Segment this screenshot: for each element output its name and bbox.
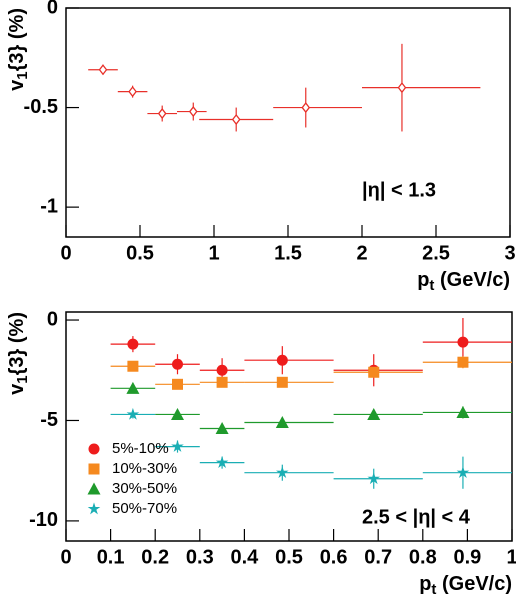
data-point: [215, 456, 229, 468]
x-tick-label: 2: [356, 242, 367, 264]
data-point: [157, 107, 167, 120]
x-tick-label: 0.1: [97, 546, 125, 568]
x-tick-label: 0.6: [320, 546, 348, 568]
x-tick-label: 1: [506, 546, 516, 568]
legend-label: 50%-70%: [112, 500, 177, 517]
data-point: [216, 364, 228, 376]
data-point: [98, 64, 108, 76]
x-axis-title-main: p: [417, 269, 429, 291]
x-tick-label: 0.3: [186, 546, 214, 568]
data-point: [172, 378, 183, 390]
data-point: [188, 105, 198, 118]
x-tick-label: 0.5: [275, 546, 303, 568]
x-tick-label: 0: [60, 546, 71, 568]
y-axis-title: v1{3} (%): [6, 312, 31, 395]
y-axis-title-main: v: [6, 79, 28, 91]
y-axis-title-sub: 1: [14, 71, 31, 79]
x-tick-label: 0.9: [453, 546, 481, 568]
data-point: [171, 407, 184, 420]
x-axis-title: pt (GeV/c): [417, 269, 510, 294]
x-axis-title-rest: (GeV/c): [436, 573, 512, 595]
data-point: [127, 338, 139, 350]
data-point: [367, 407, 381, 420]
x-tick-label: 3: [504, 242, 515, 264]
data-point: [275, 415, 289, 428]
annotation: 2.5 < |η| < 4: [362, 506, 471, 528]
data-point: [171, 439, 184, 452]
plot-frame: [65, 7, 511, 238]
x-axis-title: pt (GeV/c): [419, 573, 512, 598]
x-tick-label: 0.4: [230, 546, 259, 568]
y-axis-title-rest: {3} (%): [6, 312, 28, 375]
y-axis-title-rest: {3} (%): [6, 8, 28, 71]
legend-label: 30%-50%: [112, 480, 177, 497]
y-tick-label: -10: [29, 509, 58, 531]
y-axis-title: v1{3} (%): [6, 8, 31, 91]
data-point: [397, 82, 407, 94]
data-point: [276, 354, 288, 366]
legend-marker: [87, 482, 101, 495]
y-axis-title-main: v: [6, 383, 28, 395]
data-point: [216, 376, 228, 388]
x-tick-label: 0: [60, 242, 71, 264]
y-tick-label: -0.5: [24, 96, 58, 118]
data-point: [456, 466, 470, 479]
data-point: [456, 405, 470, 418]
data-point: [128, 86, 137, 98]
data-point: [215, 422, 229, 435]
data-point: [368, 366, 380, 378]
data-point: [126, 407, 140, 420]
x-tick-label: 0.8: [409, 546, 437, 568]
data-point: [276, 376, 288, 388]
y-axis-title-sub: 1: [14, 375, 31, 383]
x-tick-label: 1: [208, 242, 219, 264]
y-tick-label: 0: [47, 0, 58, 18]
x-axis-title-rest: (GeV/c): [434, 269, 510, 291]
x-tick-label: 0.5: [126, 242, 154, 264]
data-point: [276, 466, 289, 479]
data-point: [301, 102, 311, 114]
data-point: [172, 358, 183, 370]
x-tick-label: 0.2: [141, 546, 169, 568]
x-axis-title-sub: t: [431, 581, 436, 598]
y-tick-label: 0: [47, 308, 58, 330]
legend-marker: [88, 443, 100, 455]
data-point: [127, 360, 139, 372]
x-axis-title-sub: t: [429, 277, 434, 294]
x-tick-label: 1.5: [274, 242, 302, 264]
x-tick-label: 0.7: [364, 546, 392, 568]
x-axis-title-main: p: [419, 573, 431, 595]
y-tick-label: -5: [40, 409, 58, 431]
data-point: [457, 336, 469, 348]
legend-marker: [88, 463, 100, 475]
y-tick-label: -1: [40, 195, 58, 217]
data-point: [231, 113, 241, 126]
annotation: |η| < 1.3: [362, 179, 436, 201]
data-point: [126, 381, 140, 394]
legend-label: 5%-10%: [112, 440, 169, 457]
legend-label: 10%-30%: [112, 460, 177, 477]
data-point: [457, 356, 469, 368]
legend-marker: [87, 502, 101, 515]
x-tick-label: 2.5: [422, 242, 450, 264]
data-point: [367, 472, 381, 485]
